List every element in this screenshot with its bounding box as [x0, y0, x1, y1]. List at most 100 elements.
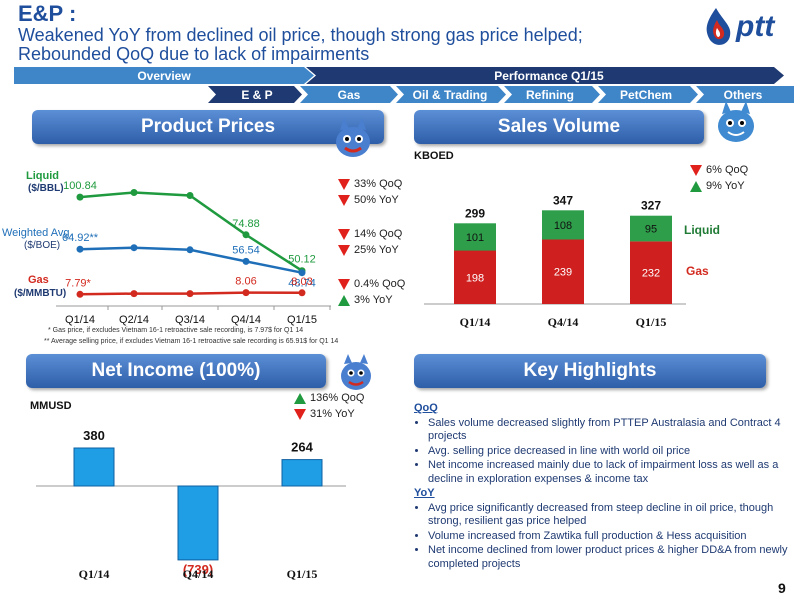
gas-series-label: Gas — [28, 274, 49, 286]
nav-bar-background — [14, 67, 784, 84]
page-number: 9 — [778, 580, 786, 596]
x-tick-label: Q4/14 — [231, 314, 261, 326]
price-change-2: 50% YoY — [338, 194, 399, 206]
down-arrow-icon — [294, 408, 306, 420]
netincome-change-1: 136% QoQ — [294, 392, 364, 404]
data-label: 48.74 — [288, 278, 316, 290]
price-change-1: 33% QoQ — [338, 178, 402, 190]
key-highlights-body: QoQ Sales volume decreased slightly from… — [414, 402, 794, 572]
footnote-gas: * Gas price, if excludes Vietnam 16-1 re… — [48, 327, 304, 334]
down-arrow-icon — [338, 178, 350, 190]
tab-oil-trading[interactable]: Oil & Trading — [412, 87, 488, 102]
data-point — [76, 193, 84, 201]
tab-refining[interactable]: Refining — [526, 87, 574, 102]
down-arrow-icon — [690, 164, 702, 176]
data-label: 8.03 — [291, 276, 312, 288]
tab-petchem[interactable]: PetChem — [619, 87, 672, 102]
x-tick-label: Q2/14 — [119, 314, 149, 326]
logo-text: ptt — [736, 10, 775, 43]
bar-gas — [454, 250, 496, 304]
tab-gas[interactable]: Gas — [337, 87, 361, 102]
nav-performance[interactable]: Performance Q1/15 — [494, 68, 604, 83]
data-point — [298, 269, 306, 277]
data-label: 74.88 — [232, 218, 260, 230]
subtitle-line-2: Rebounded QoQ due to lack of impairments — [18, 44, 370, 64]
bar-total-label: 299 — [465, 206, 485, 220]
weighted-series-label: Weighted Avg. — [2, 227, 73, 239]
x-tick-label: Q1/15 — [636, 315, 667, 329]
qoq-list: Sales volume decreased slightly from PTT… — [414, 417, 794, 487]
product-prices-header: Product Prices — [32, 110, 384, 144]
x-tick-label: Q4/14 — [183, 567, 214, 581]
down-arrow-icon — [338, 228, 350, 240]
yoy-item: Net income declined from lower product p… — [428, 544, 794, 571]
bar-liquid-label: 101 — [466, 232, 484, 244]
legend-liquid: Liquid — [684, 223, 720, 237]
tab-others[interactable]: Others — [723, 87, 763, 102]
subtitle-line-1: Weakened YoY from declined oil price, th… — [18, 25, 583, 45]
product-prices-chart: Q1/14 Q2/14 Q3/14 Q4/14 Q1/15 100.84 74.88 50.1… — [56, 180, 331, 326]
net-income-label: 264 — [291, 440, 313, 455]
net-income-bar — [73, 447, 115, 487]
data-point — [242, 289, 250, 297]
yoy-section-label: YoY — [414, 487, 435, 499]
price-change-3: 14% QoQ — [338, 228, 402, 240]
yoy-item: Volume increased from Zawtika full produ… — [428, 530, 794, 544]
data-point — [186, 246, 194, 254]
sales-unit-label: KBOED — [414, 150, 454, 162]
title-colon: : — [68, 1, 77, 26]
data-label: 64.92** — [62, 232, 99, 244]
down-arrow-icon — [338, 278, 350, 290]
price-change-5: 0.4% QoQ — [338, 278, 405, 290]
net-income-header: Net Income (100%) — [26, 354, 326, 388]
x-tick-label: Q3/14 — [175, 314, 205, 326]
x-tick-label: Q1/14 — [460, 315, 491, 329]
gas-unit-label: ($/MMBTU) — [14, 288, 67, 299]
up-arrow-icon — [690, 180, 702, 192]
mascot-netincome-icon — [341, 354, 371, 390]
title-main-text: E&P — [18, 1, 63, 26]
data-point — [186, 290, 194, 298]
weighted-unit-label: ($/BOE) — [24, 240, 61, 251]
netincome-change-2: 31% YoY — [294, 408, 355, 420]
data-label: 100.84 — [63, 180, 97, 192]
yoy-list: Avg price significantly decreased from s… — [414, 502, 794, 572]
net-income-bar — [281, 459, 323, 487]
data-point — [130, 189, 138, 196]
data-point — [298, 289, 306, 297]
data-point — [76, 245, 84, 253]
down-arrow-icon — [338, 244, 350, 256]
page-title: E&P : — [18, 2, 698, 26]
net-income-bar — [177, 485, 219, 561]
x-tick-label: Q1/14 — [65, 314, 95, 326]
bar-liquid-label: 95 — [645, 224, 657, 236]
bar-gas-label: 232 — [642, 268, 660, 280]
sales-change-1: 6% QoQ — [690, 164, 748, 176]
subnav-background — [208, 86, 794, 103]
tab-ep[interactable]: E & P — [241, 87, 273, 102]
up-arrow-icon — [338, 294, 350, 306]
bar-gas — [630, 241, 672, 304]
footnote-avg: ** Average selling price, if excludes Vi… — [44, 338, 339, 345]
qoq-section-label: QoQ — [414, 402, 438, 414]
data-point — [76, 290, 84, 298]
data-label: 56.54 — [232, 244, 260, 256]
bar-liquid — [542, 210, 584, 240]
x-tick-label: Q1/15 — [287, 567, 318, 581]
key-highlights-header: Key Highlights — [414, 354, 766, 388]
nav-overview[interactable]: Overview — [137, 68, 191, 83]
qoq-item: Net income increased mainly due to lack … — [428, 459, 794, 486]
net-income-label: (739) — [183, 562, 213, 577]
netincome-unit-label: MMUSD — [30, 400, 72, 412]
yoy-item: Avg price significantly decreased from s… — [428, 502, 794, 529]
ptt-flame-icon — [706, 8, 731, 45]
data-point — [242, 231, 250, 239]
price-change-6: 3% YoY — [338, 294, 393, 306]
net-income-chart: 380 Q1/14 (739)Q4/14 264 Q1/15 — [36, 428, 346, 581]
bar-liquid-label: 108 — [554, 220, 572, 232]
series-line-0 — [79, 191, 303, 272]
bar-gas — [542, 239, 584, 304]
data-point — [186, 192, 194, 199]
sales-change-2: 9% YoY — [690, 180, 745, 192]
nav-bar: Overview Performance Q1/15 — [14, 67, 784, 84]
